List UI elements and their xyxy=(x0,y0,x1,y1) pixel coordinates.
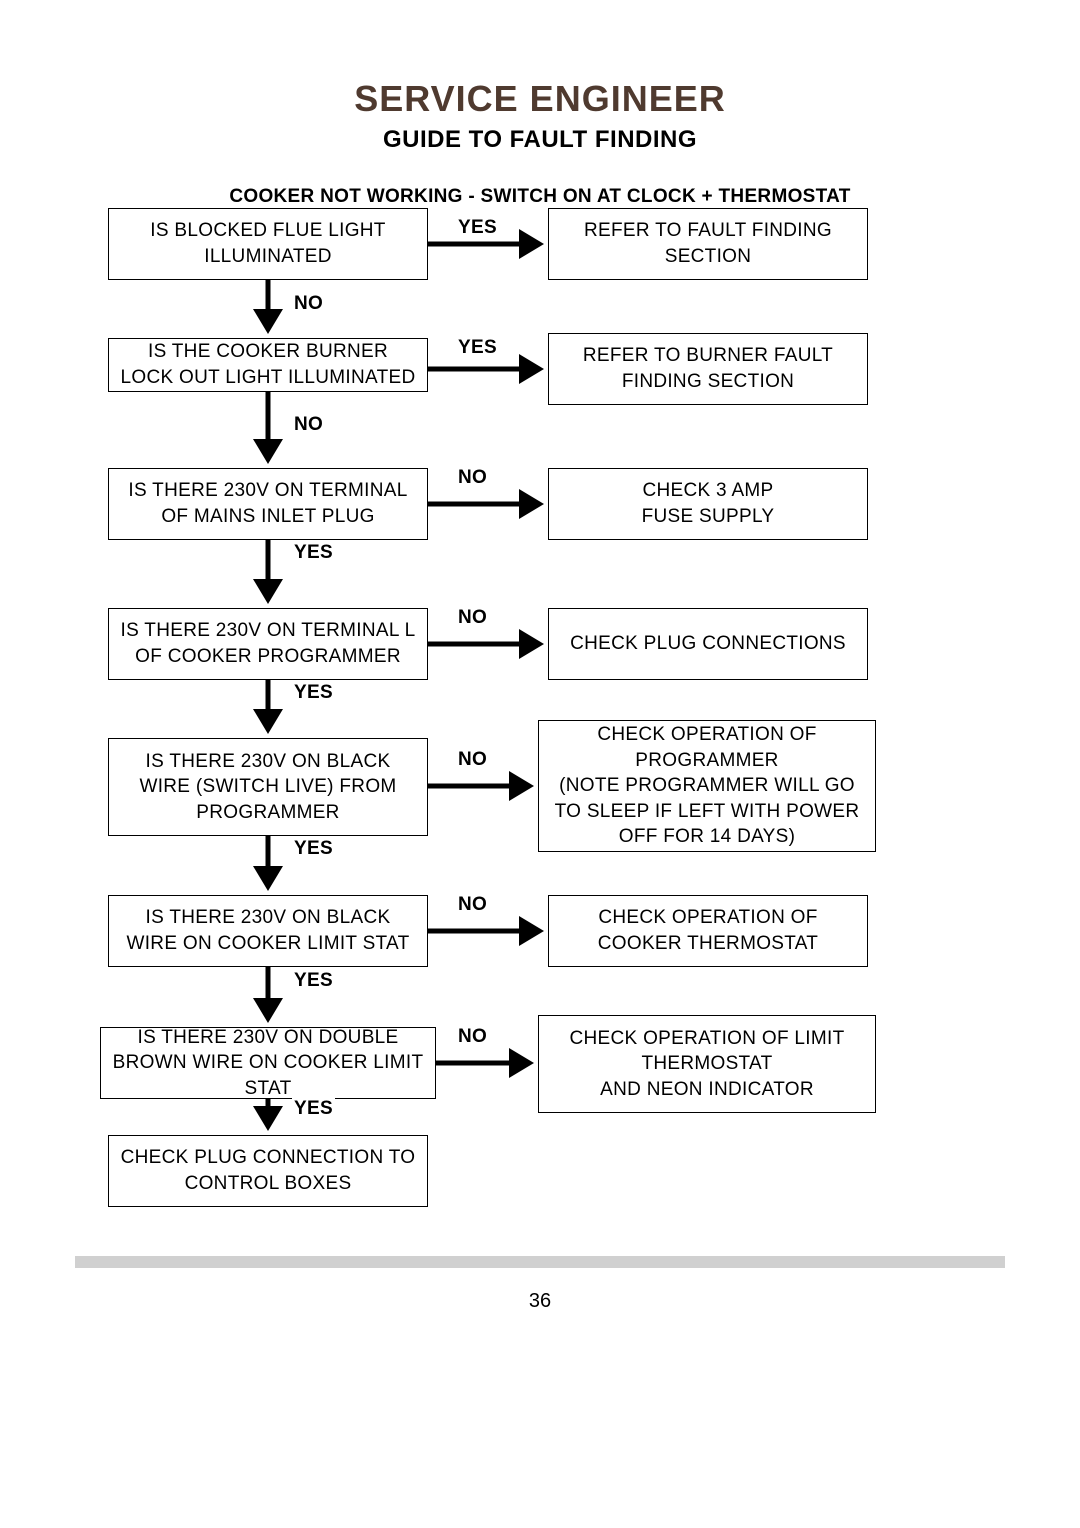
edge-label: NO xyxy=(456,894,489,916)
flowchart-node-q2: IS THE COOKER BURNER LOCK OUT LIGHT ILLU… xyxy=(108,338,428,392)
flowchart-node-q1: IS BLOCKED FLUE LIGHT ILLUMINATED xyxy=(108,208,428,280)
flowchart-node-r7: CHECK OPERATION OF LIMIT THERMOSTATAND N… xyxy=(538,1015,876,1113)
page: SERVICE ENGINEER GUIDE TO FAULT FINDING … xyxy=(0,0,1080,1528)
edge-label: NO xyxy=(292,293,325,315)
edge-label: NO xyxy=(456,749,489,771)
edge-label: YES xyxy=(292,682,335,704)
edge-label: YES xyxy=(292,838,335,860)
flowchart-node-r3: CHECK 3 AMPFUSE SUPPLY xyxy=(548,468,868,540)
edge-label: YES xyxy=(456,217,499,239)
edge-label: YES xyxy=(292,970,335,992)
edge-label: NO xyxy=(456,467,489,489)
section-header: COOKER NOT WORKING - SWITCH ON AT CLOCK … xyxy=(0,186,1080,208)
edge-label: YES xyxy=(292,1098,335,1120)
page-number: 36 xyxy=(0,1290,1080,1313)
flowchart-node-q8: CHECK PLUG CONNECTION TO CONTROL BOXES xyxy=(108,1135,428,1207)
flowchart-node-r4: CHECK PLUG CONNECTIONS xyxy=(548,608,868,680)
flowchart-node-r6: CHECK OPERATION OF COOKER THERMOSTAT xyxy=(548,895,868,967)
flowchart-node-r5: CHECK OPERATION OF PROGRAMMER(NOTE PROGR… xyxy=(538,720,876,852)
flowchart-node-q6: IS THERE 230V ON BLACK WIRE ON COOKER LI… xyxy=(108,895,428,967)
footer-rule xyxy=(75,1256,1005,1268)
page-title: SERVICE ENGINEER xyxy=(0,78,1080,120)
flowchart-node-r2: REFER TO BURNER FAULT FINDING SECTION xyxy=(548,333,868,405)
edge-label: NO xyxy=(456,607,489,629)
edge-label: NO xyxy=(292,414,325,436)
flowchart-node-q7: IS THERE 230V ON DOUBLE BROWN WIRE ON CO… xyxy=(100,1027,436,1099)
edge-label: YES xyxy=(456,337,499,359)
edge-label: NO xyxy=(456,1026,489,1048)
flowchart-node-r1: REFER TO FAULT FINDING SECTION xyxy=(548,208,868,280)
page-subtitle: GUIDE TO FAULT FINDING xyxy=(0,126,1080,154)
flowchart-node-q5: IS THERE 230V ON BLACK WIRE (SWITCH LIVE… xyxy=(108,738,428,836)
flowchart-node-q3: IS THERE 230V ON TERMINAL OF MAINS INLET… xyxy=(108,468,428,540)
flowchart-node-q4: IS THERE 230V ON TERMINAL L OF COOKER PR… xyxy=(108,608,428,680)
edge-label: YES xyxy=(292,542,335,564)
